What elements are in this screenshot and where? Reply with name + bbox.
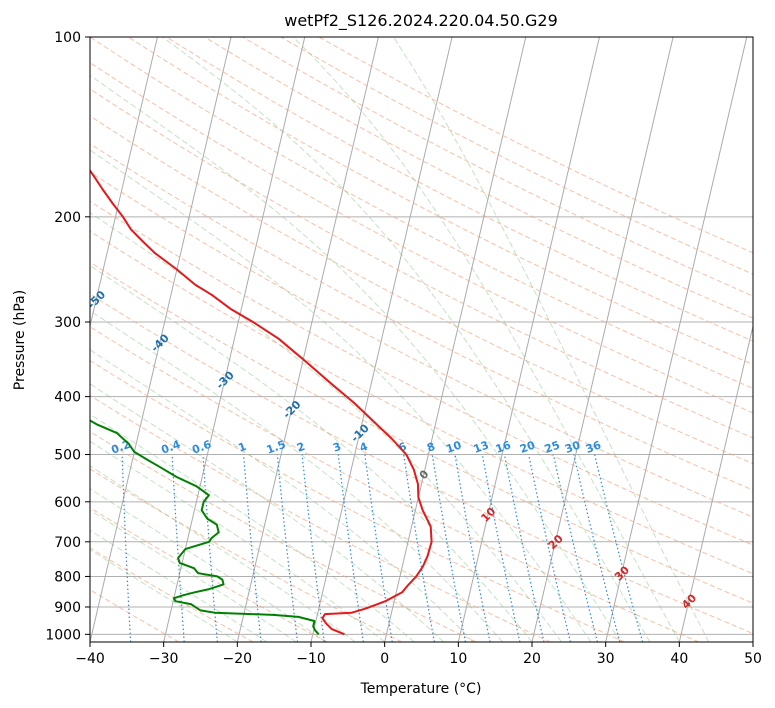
moist-adiabat (90, 149, 592, 642)
y-tick-label: 700 (54, 535, 81, 551)
mixing-ratio-label: 13 (472, 438, 491, 455)
mixing-ratio-label: 36 (584, 438, 603, 456)
dry-adiabat (90, 507, 328, 642)
dry-adiabat (90, 171, 753, 518)
dry-adiabat (90, 326, 700, 642)
isotherm-line (678, 323, 753, 642)
mixing-ratio-label: 2 (295, 440, 307, 455)
moist-adiabat (90, 488, 327, 642)
x-tick-label: −10 (296, 651, 326, 667)
mixing-ratio-line (573, 454, 621, 642)
y-tick-label: 800 (54, 569, 81, 585)
temperature-profile-line (90, 168, 433, 636)
mixing-ratio-line (528, 454, 571, 642)
mixing-ratio-label: 0.4 (160, 438, 183, 457)
x-tick-label: −20 (223, 651, 253, 667)
mixing-ratio-label: 4 (358, 440, 370, 455)
y-tick-label: 300 (54, 315, 81, 331)
dry-adiabat (90, 293, 753, 635)
isotherm-line (310, 37, 453, 642)
moist-adiabat (392, 37, 710, 642)
dry-adiabat (90, 589, 180, 642)
dry-adiabat (90, 261, 753, 604)
isotherm-line (605, 37, 748, 642)
isotherm-line (163, 37, 306, 642)
mixing-ratio-line (481, 454, 521, 642)
dry-adiabat (90, 37, 753, 389)
mixing-ratio-label: 10 (444, 438, 463, 456)
plot-frame (89, 36, 754, 643)
x-tick-label: 50 (744, 651, 762, 667)
mixing-ratio-label: 0.6 (190, 438, 213, 457)
moist-adiabat (90, 310, 503, 642)
mixing-ratio-label: 30 (563, 438, 582, 456)
x-tick-label: −40 (75, 651, 105, 667)
mixing-ratio-label: 16 (494, 438, 513, 456)
mixing-ratio-label: 6 (397, 440, 409, 455)
dry-adiabat (90, 62, 753, 414)
isotherm-line (90, 37, 158, 329)
isotherm-line (531, 37, 674, 642)
x-tick-label: 20 (523, 651, 541, 667)
moist-adiabat (90, 264, 533, 642)
y-tick-label: 900 (54, 600, 81, 616)
moist-adiabat (90, 440, 386, 642)
mixing-ratio-label: 20 (518, 438, 537, 456)
isotherm-line (236, 37, 379, 642)
x-tick-label: 10 (449, 651, 467, 667)
mixing-ratio-label: 3 (331, 440, 343, 455)
y-tick-label: 200 (54, 210, 81, 226)
moist-adiabat (162, 37, 651, 642)
isotherm-line (90, 37, 232, 642)
y-axis-label: Pressure (hPa) (12, 290, 28, 390)
mixing-ratio-line (594, 454, 644, 642)
mixing-ratio-line (552, 454, 598, 642)
y-tick-label: 1000 (45, 627, 81, 643)
dry-adiabat (166, 37, 753, 342)
chart-title: wetPf2_S126.2024.220.04.50.G29 (284, 11, 558, 31)
y-tick-label: 500 (54, 448, 81, 464)
moist-adiabat (292, 37, 680, 642)
dewpoint-profile-line (90, 419, 320, 635)
x-tick-label: 40 (670, 651, 688, 667)
mixing-ratio-line (503, 454, 545, 642)
x-tick-label: 30 (597, 651, 615, 667)
moist-adiabat (90, 74, 621, 642)
x-tick-label: 0 (380, 651, 389, 667)
mixing-ratio-line (171, 454, 185, 642)
dry-adiabat (90, 200, 753, 546)
mixing-ratio-line (121, 454, 132, 642)
moist-adiabat (90, 509, 297, 642)
x-axis-label: Temperature (°C) (360, 681, 482, 697)
mixing-ratio-line (202, 454, 218, 642)
y-tick-label: 400 (54, 390, 81, 406)
mixing-ratio-label: 8 (425, 440, 437, 455)
mixing-ratio-label: 1.5 (265, 438, 288, 457)
moist-adiabat (90, 349, 474, 642)
mixing-ratio-label: 25 (543, 439, 562, 456)
dry-adiabat (90, 468, 402, 642)
dry-adiabat (90, 394, 551, 642)
isotherm-line (384, 37, 527, 642)
isotherm-line (457, 37, 600, 642)
dry-adiabat (90, 143, 753, 491)
x-tick-label: −30 (149, 651, 179, 667)
moist-adiabat (90, 465, 356, 642)
y-tick-label: 600 (54, 495, 81, 511)
mixing-ratio-label: 1 (237, 440, 249, 455)
y-tick-label: 100 (54, 30, 81, 46)
moist-adiabat (90, 413, 415, 642)
dry-adiabat (127, 37, 753, 366)
moist-adiabat (90, 383, 444, 642)
